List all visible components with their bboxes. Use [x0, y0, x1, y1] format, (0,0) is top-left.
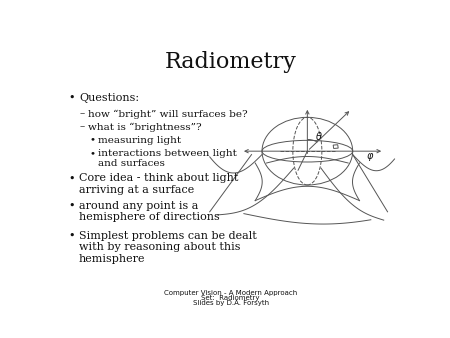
Text: φ: φ: [367, 151, 373, 161]
Text: •: •: [90, 136, 96, 145]
Text: Set:  Radiometry: Set: Radiometry: [202, 295, 260, 301]
Text: •: •: [90, 149, 96, 158]
Text: –: –: [80, 110, 85, 119]
Text: interactions between light
and surfaces: interactions between light and surfaces: [98, 149, 237, 168]
Text: •: •: [69, 173, 75, 183]
Text: –: –: [80, 123, 85, 131]
Text: what is “brightness”?: what is “brightness”?: [88, 123, 201, 132]
Text: measuring light: measuring light: [98, 136, 181, 145]
Text: Questions:: Questions:: [79, 93, 139, 103]
Text: •: •: [69, 231, 75, 241]
Text: how “bright” will surfaces be?: how “bright” will surfaces be?: [88, 110, 247, 119]
Text: Slides by D.A. Forsyth: Slides by D.A. Forsyth: [193, 300, 269, 306]
Text: Core idea - think about light
arriving at a surface: Core idea - think about light arriving a…: [79, 173, 239, 195]
Text: θ: θ: [316, 132, 322, 142]
Text: •: •: [69, 201, 75, 211]
Text: Radiometry: Radiometry: [165, 51, 297, 73]
Text: •: •: [69, 93, 75, 103]
Text: around any point is a
hemisphere of directions: around any point is a hemisphere of dire…: [79, 201, 220, 222]
Text: Computer Vision - A Modern Approach: Computer Vision - A Modern Approach: [164, 290, 297, 296]
Text: Simplest problems can be dealt
with by reasoning about this
hemisphere: Simplest problems can be dealt with by r…: [79, 231, 256, 264]
